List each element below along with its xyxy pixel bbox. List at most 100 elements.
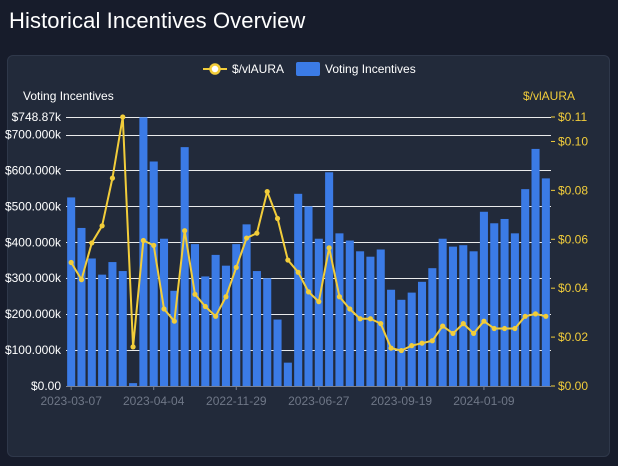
price-point[interactable]: [326, 245, 332, 251]
bar-voting-incentives[interactable]: [510, 233, 519, 386]
bar-voting-incentives[interactable]: [397, 299, 406, 386]
bar-voting-incentives[interactable]: [263, 278, 272, 386]
price-point[interactable]: [202, 303, 208, 310]
bar-voting-incentives[interactable]: [190, 244, 200, 386]
price-point[interactable]: [450, 330, 456, 337]
price-point[interactable]: [440, 323, 446, 329]
right-axis-tick-label: $0.08: [558, 183, 588, 197]
price-point[interactable]: [161, 306, 167, 312]
bar-voting-incentives[interactable]: [314, 238, 323, 386]
bar-voting-incentives[interactable]: [459, 245, 468, 386]
bar-voting-incentives[interactable]: [118, 271, 127, 386]
price-point[interactable]: [213, 313, 219, 319]
bar-voting-incentives[interactable]: [500, 218, 509, 386]
bar-voting-incentives[interactable]: [170, 290, 179, 386]
price-point[interactable]: [388, 345, 394, 351]
bar-voting-incentives[interactable]: [149, 161, 158, 387]
price-point[interactable]: [254, 230, 260, 236]
price-point[interactable]: [481, 318, 487, 324]
bar-voting-incentives[interactable]: [428, 268, 437, 386]
bar-voting-incentives[interactable]: [376, 249, 385, 387]
bar-voting-incentives[interactable]: [407, 292, 416, 386]
price-point[interactable]: [543, 313, 549, 319]
left-axis: $0.00 $100.000k $200.000k $300.000k $400.000…: [5, 110, 62, 393]
bar-voting-incentives[interactable]: [273, 319, 282, 386]
price-point[interactable]: [151, 242, 157, 248]
bar-voting-incentives[interactable]: [438, 238, 447, 386]
price-point[interactable]: [409, 343, 415, 349]
right-axis-tick-label: $0.06: [558, 232, 588, 246]
bar-voting-incentives[interactable]: [304, 206, 313, 386]
bar-voting-incentives[interactable]: [98, 274, 107, 386]
price-point[interactable]: [89, 240, 95, 246]
price-point[interactable]: [357, 316, 363, 322]
bar-voting-incentives[interactable]: [252, 271, 261, 386]
price-point[interactable]: [491, 325, 497, 332]
bar-voting-incentives[interactable]: [531, 148, 540, 386]
bar-voting-incentives[interactable]: [335, 233, 344, 386]
price-point[interactable]: [532, 311, 539, 317]
price-point[interactable]: [109, 175, 116, 181]
price-point[interactable]: [68, 259, 74, 266]
price-point[interactable]: [378, 321, 384, 327]
bar-voting-incentives[interactable]: [242, 224, 251, 386]
bar-voting-incentives[interactable]: [139, 117, 148, 386]
price-point[interactable]: [316, 299, 322, 305]
bar-voting-incentives[interactable]: [77, 227, 86, 386]
bar-voting-incentives[interactable]: [87, 258, 96, 386]
bar-voting-incentives[interactable]: [521, 189, 530, 386]
price-point[interactable]: [233, 264, 239, 270]
bar-voting-incentives[interactable]: [541, 178, 550, 386]
bar-voting-incentives[interactable]: [490, 223, 499, 386]
bar-voting-incentives[interactable]: [469, 251, 478, 386]
price-point[interactable]: [99, 223, 105, 229]
price-point[interactable]: [274, 215, 281, 222]
bar-voting-incentives[interactable]: [294, 193, 303, 386]
price-point[interactable]: [429, 338, 435, 344]
bar-voting-incentives[interactable]: [387, 289, 396, 386]
price-point[interactable]: [522, 313, 528, 319]
price-point[interactable]: [243, 235, 250, 241]
price-point[interactable]: [460, 321, 466, 327]
legend-item-price[interactable]: $/vlAURA: [203, 62, 284, 76]
bar-voting-incentives[interactable]: [345, 240, 354, 386]
bar-voting-incentives[interactable]: [417, 281, 427, 386]
price-point[interactable]: [295, 269, 301, 275]
bar-voting-incentives[interactable]: [479, 211, 488, 386]
price-point[interactable]: [264, 188, 270, 195]
price-point[interactable]: [171, 318, 177, 324]
price-point[interactable]: [419, 340, 425, 346]
bar-voting-incentives[interactable]: [108, 262, 117, 386]
price-point[interactable]: [223, 294, 229, 300]
bar-voting-incentives[interactable]: [201, 276, 210, 386]
bar-voting-incentives[interactable]: [448, 246, 457, 386]
bar-voting-incentives[interactable]: [232, 244, 241, 386]
page-title: Historical Incentives Overview: [9, 8, 306, 33]
bar-voting-incentives[interactable]: [180, 147, 189, 386]
bar-voting-incentives[interactable]: [221, 265, 230, 386]
price-point[interactable]: [501, 325, 508, 332]
bar-voting-incentives[interactable]: [211, 254, 220, 386]
bar-voting-incentives[interactable]: [67, 197, 76, 386]
bar-voting-incentives[interactable]: [325, 172, 334, 386]
price-point[interactable]: [182, 228, 188, 234]
price-point[interactable]: [367, 316, 374, 322]
price-point[interactable]: [285, 257, 291, 263]
right-axis-title: $/vlAURA: [523, 89, 575, 103]
price-point[interactable]: [120, 114, 126, 120]
legend-item-incentives[interactable]: Voting Incentives: [296, 62, 416, 76]
price-point[interactable]: [305, 289, 312, 295]
price-point[interactable]: [512, 325, 518, 332]
price-point[interactable]: [140, 237, 146, 244]
price-point[interactable]: [347, 306, 353, 312]
price-point[interactable]: [130, 344, 136, 350]
price-point[interactable]: [336, 294, 343, 300]
price-point[interactable]: [192, 291, 198, 297]
bar-voting-incentives[interactable]: [160, 238, 169, 386]
price-point[interactable]: [471, 330, 477, 337]
bar-voting-incentives[interactable]: [129, 383, 138, 386]
bar-voting-incentives[interactable]: [283, 362, 292, 386]
price-point[interactable]: [78, 277, 85, 283]
price-point[interactable]: [398, 347, 404, 354]
